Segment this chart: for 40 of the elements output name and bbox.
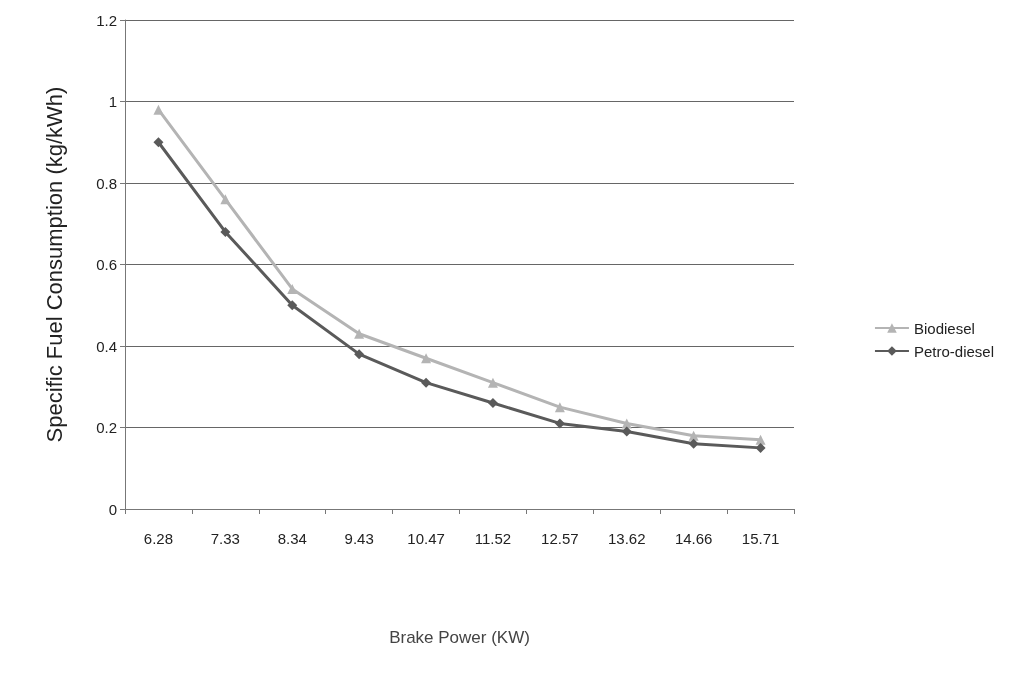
point bbox=[421, 377, 432, 388]
x-tick-label: 15.71 bbox=[741, 530, 780, 547]
y-tick-label: 0.6 bbox=[96, 256, 117, 273]
point bbox=[621, 426, 632, 437]
y-tick-label: 0.8 bbox=[96, 174, 117, 192]
point bbox=[153, 137, 164, 148]
x-axis-title: Brake Power (KW) bbox=[389, 628, 530, 647]
point bbox=[755, 434, 766, 445]
point bbox=[153, 104, 164, 115]
point bbox=[354, 328, 365, 339]
point bbox=[287, 283, 298, 294]
x-tick-label: 7.33 bbox=[210, 530, 240, 547]
point bbox=[755, 442, 766, 453]
x-tick-label: 8.34 bbox=[277, 530, 307, 547]
legend-label: Petro-diesel bbox=[913, 342, 995, 360]
point bbox=[554, 402, 565, 413]
point bbox=[688, 438, 699, 449]
y-tick-label: 1.2 bbox=[96, 11, 117, 29]
legend-label: Biodiesel bbox=[913, 319, 975, 337]
point bbox=[421, 353, 432, 364]
y-tick-label: 0.2 bbox=[96, 419, 117, 436]
point bbox=[688, 430, 699, 441]
point bbox=[554, 418, 565, 429]
x-tick-label: 6.28 bbox=[143, 530, 174, 547]
point bbox=[487, 398, 498, 409]
point bbox=[220, 194, 231, 205]
point bbox=[487, 377, 498, 388]
x-tick-label: 11.52 bbox=[474, 530, 512, 547]
point bbox=[354, 349, 365, 360]
y-tick-label: 1 bbox=[108, 93, 117, 110]
y-axis-title: Specific Fuel Consumption (kg/kWh) bbox=[41, 86, 67, 443]
x-tick-label: 14.66 bbox=[674, 530, 713, 547]
y-tick-label: 0.4 bbox=[96, 337, 117, 355]
x-tick-label: 13.62 bbox=[607, 530, 646, 547]
y-tick-label: 0 bbox=[108, 500, 117, 518]
point bbox=[287, 300, 298, 311]
x-tick-label: 10.47 bbox=[407, 530, 445, 547]
point bbox=[220, 226, 231, 237]
x-tick-label: 9.43 bbox=[344, 530, 374, 547]
x-tick-label: 12.57 bbox=[541, 530, 579, 547]
